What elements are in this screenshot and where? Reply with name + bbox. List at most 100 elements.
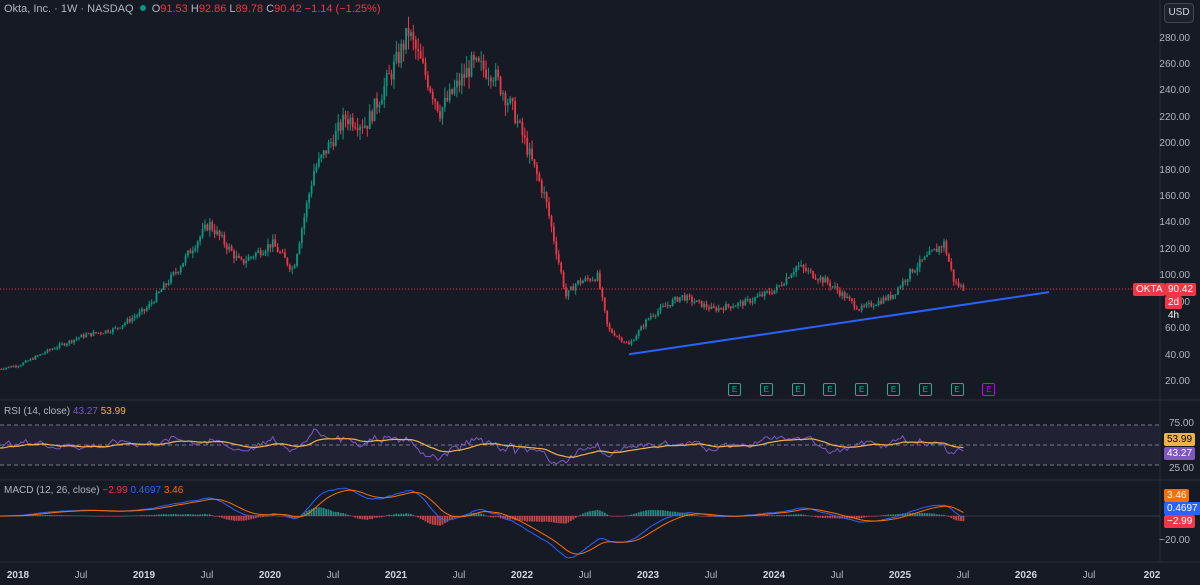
macd-hist-bar [99,516,102,517]
candle-body [729,306,732,309]
candle-body [928,251,931,256]
macd-hist-bar [557,516,560,524]
macd-hist-bar [179,514,182,516]
high-key: H [190,3,199,15]
macd-hist-bar [233,516,235,521]
candle-body [388,73,391,75]
macd-hist-bar [412,514,415,516]
candle-body [240,257,243,260]
candle-body [383,85,386,100]
candle-body [44,352,46,354]
currency-button[interactable]: USD [1164,3,1194,23]
candle-body [754,297,756,301]
candle-body [511,98,514,102]
candle-body [242,259,245,264]
candle-body [317,158,320,167]
macd-hist-bar [703,516,706,517]
symbol-legend: Okta, Inc. · 1W · NASDAQ O91.53 H92.86 L… [4,3,381,15]
candle-body [315,166,318,172]
candle-body [451,89,454,94]
macd-hist-bar [315,507,318,516]
candle-body [746,299,749,301]
macd-hist-bar [39,514,42,516]
candle-body [807,270,810,272]
candle-body [378,104,381,108]
macd-hist-bar [361,516,364,520]
macd-hist-bar [422,516,424,520]
candle-body [473,54,475,60]
earnings-marker-icon[interactable]: E [728,383,741,396]
candle-body [574,284,577,291]
macd-hist-bar [940,514,943,516]
candle-body [27,360,29,362]
candle-body [361,126,364,128]
candle-body [228,246,231,250]
candle-body [322,150,325,155]
candle-body [339,122,342,131]
macd-hist-bar [545,516,548,522]
candle-body [429,87,432,92]
candle-body [313,171,315,186]
candle-body [475,57,478,60]
candle-body [897,287,899,295]
candle-body [509,98,512,104]
macd-hist-bar [918,512,921,516]
candle-body [250,256,252,258]
macd-hist-bar [788,514,790,516]
rsi-legend[interactable]: RSI (14, close) 43.27 53.99 [4,406,126,417]
macd-hist-bar [654,510,657,516]
macd-hist-bar [347,514,349,516]
macd-hist-bar [642,511,645,516]
candle-body [385,73,388,86]
macd-hist-bar [523,516,526,521]
candle-body [155,292,158,303]
macd-hist-bar [208,514,211,516]
candle-body [354,127,357,129]
candle-body [909,268,911,280]
candle-body [494,69,497,81]
time-axis-label: Jul [704,570,718,581]
candle-body [497,69,500,78]
macd-hist-bar [795,514,798,516]
candle-body [727,304,730,307]
time-axis-label: 2020 [258,570,282,581]
candle-body [271,239,274,248]
earnings-marker-icon[interactable]: E [950,383,964,396]
candle-body [12,365,15,368]
earnings-marker-icon[interactable]: E [855,383,869,396]
candle-body [865,304,868,307]
macd-hist-bar [29,515,32,516]
candle-body [613,332,616,336]
macd-hist-bar [872,516,875,517]
candle-body [489,77,492,82]
earnings-marker-icon[interactable]: E [823,383,837,396]
earnings-marker-icon[interactable]: E [918,383,932,396]
macd-hist-bar [281,516,284,517]
macd-hist-bar [635,513,638,516]
candle-body [700,300,703,308]
candle-body [303,216,306,229]
macd-hist-bar [397,514,400,516]
candle-body [698,300,701,302]
macd-hist-bar [797,514,800,516]
candle-body [150,302,153,304]
candle-body [153,302,155,304]
candle-body [623,341,626,343]
macd-legend[interactable]: MACD (12, 26, close) −2.99 0.4697 3.46 [4,485,183,496]
candle-body [543,192,546,194]
candle-body [785,277,788,285]
earnings-marker-icon[interactable]: E [982,383,996,396]
macd-hist-bar [121,516,124,517]
earnings-marker-icon[interactable]: E [791,383,805,396]
macd-hist-bar [773,515,776,516]
candle-body [342,114,344,131]
earnings-marker-icon[interactable]: E [759,383,773,396]
candle-body [664,305,667,307]
earnings-marker-icon[interactable]: E [887,383,900,396]
candle-body [259,250,262,256]
time-axis-label: 2021 [384,570,408,581]
candle-body [182,262,185,268]
candle-body [223,235,226,245]
macd-hist-bar [574,516,577,518]
